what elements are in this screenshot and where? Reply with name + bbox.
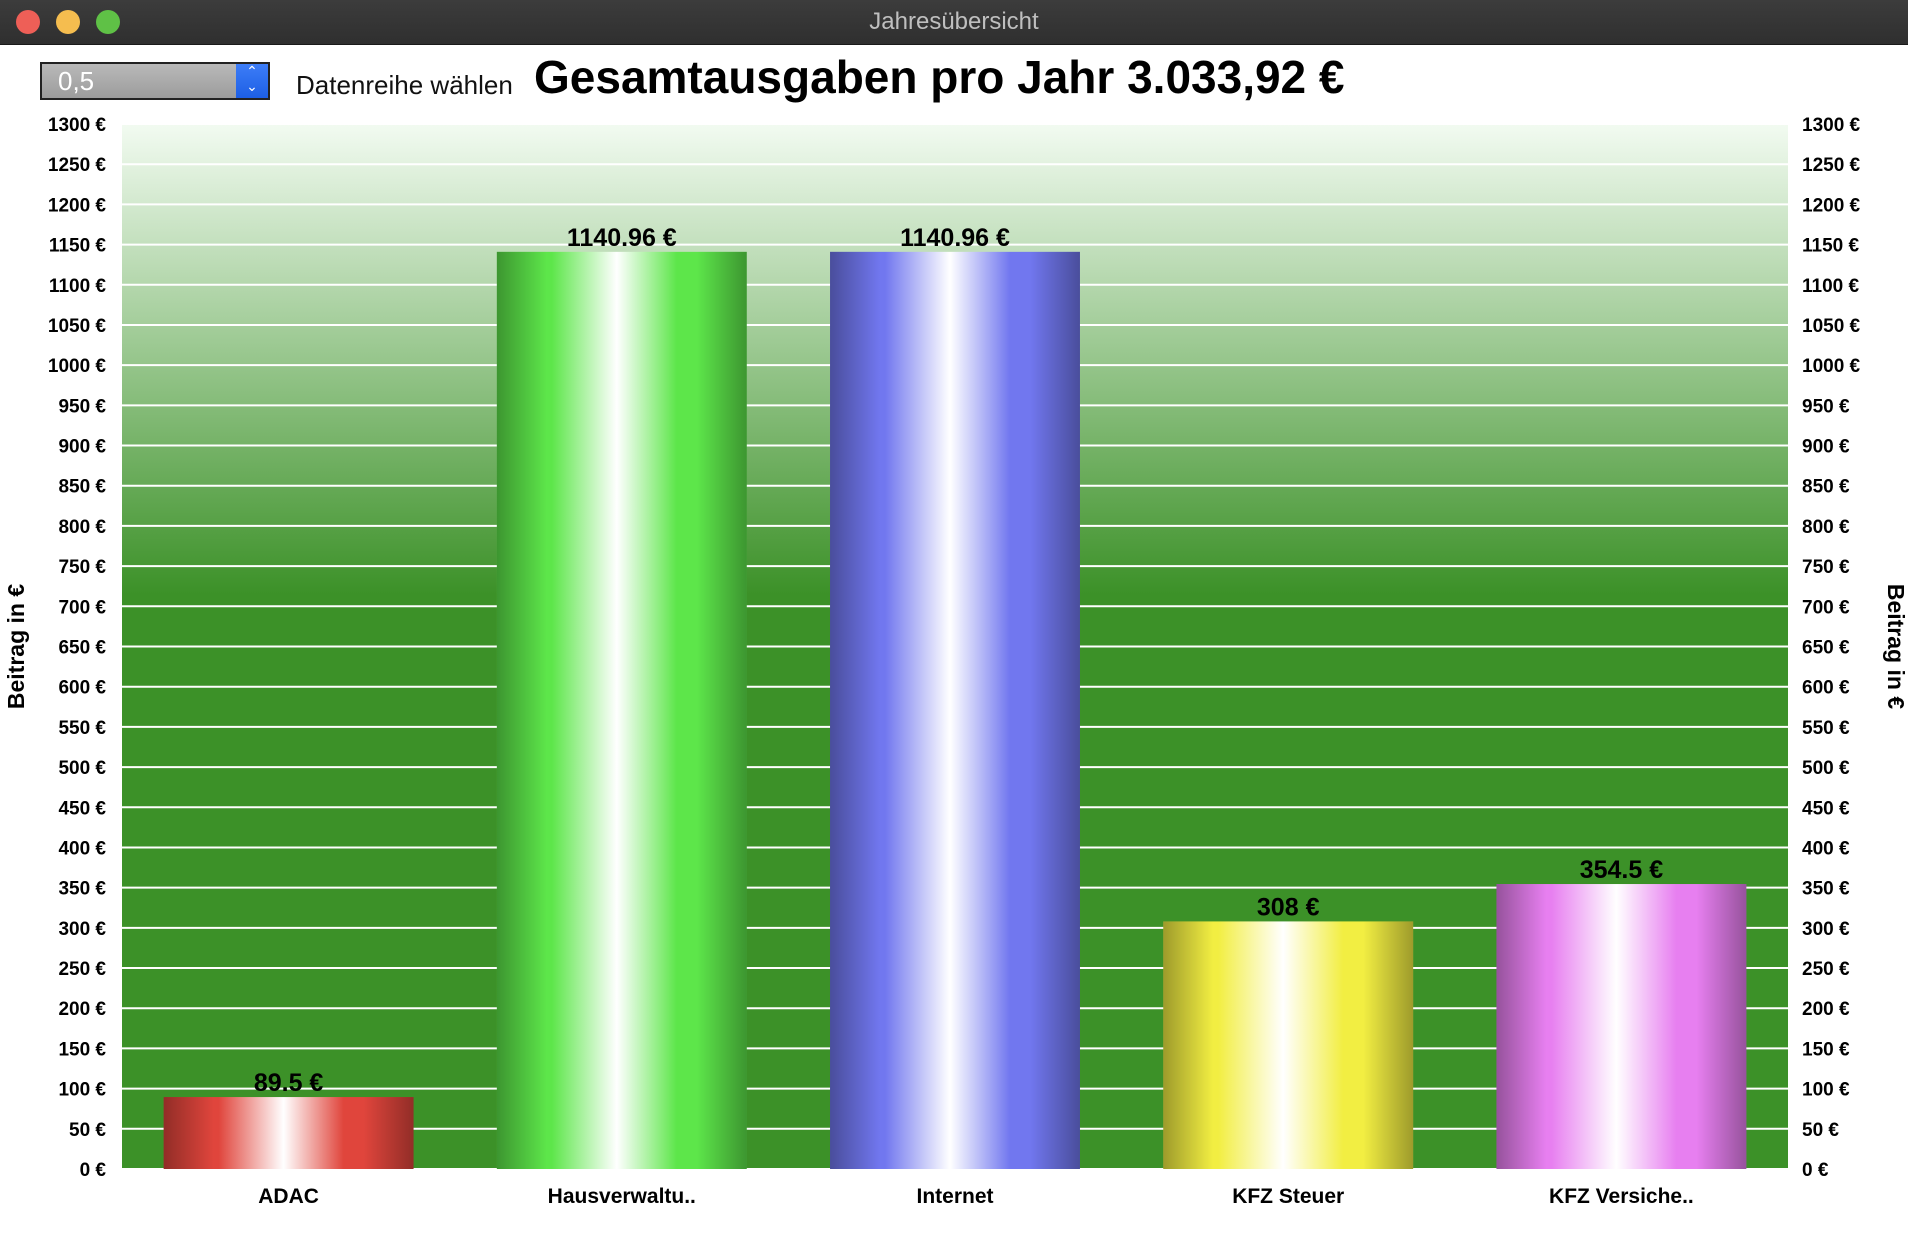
y-tick-label-right: 700 €	[1802, 597, 1850, 618]
toolbar: 0,5 ⌃ ⌄ Datenreihe wählen Gesamtausgaben…	[0, 44, 1908, 114]
y-tick-label-right: 100 €	[1802, 1080, 1850, 1101]
y-tick-label-left: 750 €	[58, 557, 106, 578]
y-tick-label-left: 800 €	[58, 517, 106, 538]
y-tick-label-right: 1300 €	[1802, 115, 1861, 136]
y-tick-label-left: 100 €	[58, 1080, 106, 1101]
y-tick-label-right: 1200 €	[1802, 195, 1861, 216]
y-tick-label-right: 850 €	[1802, 477, 1850, 498]
y-tick-label-left: 700 €	[58, 597, 106, 618]
y-tick-label-left: 400 €	[58, 838, 106, 859]
y-tick-label-left: 600 €	[58, 678, 106, 699]
x-tick-label: KFZ Versiche..	[1549, 1185, 1694, 1208]
x-tick-label: KFZ Steuer	[1232, 1185, 1344, 1208]
y-tick-label-right: 600 €	[1802, 678, 1850, 699]
y-tick-label-left: 950 €	[58, 396, 106, 417]
y-tick-label-right: 0 €	[1802, 1160, 1829, 1181]
y-tick-label-right: 450 €	[1802, 798, 1850, 819]
bar-value-label: 1140.96 €	[900, 224, 1010, 252]
y-tick-label-right: 1000 €	[1802, 356, 1861, 377]
bar-shading	[1496, 884, 1747, 1169]
y-tick-label-left: 900 €	[58, 437, 106, 458]
bar-chart: 0 € 0 € 50 € 50 € 100 € 100 € 150 € 150 € 200 € 2…	[3, 115, 1908, 1208]
y-tick-label-right: 950 €	[1802, 396, 1850, 417]
bar-shading	[163, 1097, 414, 1169]
bar-value-label: 354.5 €	[1580, 856, 1664, 884]
y-tick-label-left: 1000 €	[48, 356, 107, 377]
select-series-label: Datenreihe wählen	[296, 70, 513, 100]
bar-value-label: 308 €	[1257, 893, 1320, 921]
y-tick-label-left: 850 €	[58, 477, 106, 498]
y-tick-label-left: 150 €	[58, 1039, 106, 1060]
bar-shading	[496, 251, 747, 1169]
y-tick-label-left: 0 €	[80, 1160, 107, 1181]
y-tick-label-right: 650 €	[1802, 638, 1850, 659]
y-tick-label-left: 1100 €	[49, 276, 106, 297]
y-tick-label-right: 750 €	[1802, 557, 1850, 578]
y-tick-label-left: 450 €	[58, 798, 106, 819]
minimize-window-button[interactable]	[56, 10, 80, 34]
chevron-down-icon[interactable]: ⌄	[246, 78, 258, 94]
chart-title: Gesamtausgaben pro Jahr 3.033,92 €	[534, 51, 1345, 103]
y-tick-label-left: 200 €	[58, 999, 106, 1020]
y-tick-label-right: 300 €	[1802, 919, 1850, 940]
y-tick-label-right: 800 €	[1802, 517, 1850, 538]
y-tick-label-right: 900 €	[1802, 437, 1850, 458]
x-tick-label: Internet	[916, 1185, 993, 1208]
x-tick-label: Hausverwaltu..	[548, 1185, 696, 1208]
title-bar: Jahresübersicht	[0, 0, 1908, 45]
chevron-up-icon[interactable]: ⌃	[246, 63, 258, 79]
y-tick-label-right: 1050 €	[1802, 316, 1861, 337]
y-tick-label-right: 150 €	[1802, 1039, 1850, 1060]
y-tick-label-left: 550 €	[58, 718, 106, 739]
y-tick-label-right: 50 €	[1802, 1120, 1839, 1141]
bar-value-label: 89.5 €	[254, 1069, 324, 1097]
y-tick-label-right: 500 €	[1802, 758, 1850, 779]
y-tick-label-left: 50 €	[69, 1120, 106, 1141]
y-tick-label-left: 650 €	[58, 638, 106, 659]
stepper-arrows[interactable]: ⌃ ⌄	[236, 64, 268, 98]
y-tick-label-right: 1150 €	[1802, 236, 1859, 257]
y-tick-label-left: 350 €	[58, 879, 106, 900]
bar-width-stepper[interactable]: 0,5 ⌃ ⌄	[40, 62, 270, 100]
y-tick-label-left: 1300 €	[48, 115, 107, 136]
y-tick-label-left: 300 €	[58, 919, 106, 940]
y-tick-label-right: 250 €	[1802, 959, 1850, 980]
y-tick-label-left: 1250 €	[48, 155, 107, 176]
y-tick-label-left: 1200 €	[48, 195, 107, 216]
y-axis-title-left: Beitrag in €	[3, 584, 29, 709]
y-tick-label-left: 250 €	[58, 959, 106, 980]
y-tick-label-right: 200 €	[1802, 999, 1850, 1020]
y-tick-label-left: 1050 €	[48, 316, 107, 337]
x-tick-label: ADAC	[258, 1185, 319, 1208]
window-title: Jahresübersicht	[869, 8, 1039, 35]
y-tick-label-right: 1250 €	[1802, 155, 1861, 176]
bar-shading	[830, 251, 1080, 1169]
y-tick-label-right: 350 €	[1802, 879, 1850, 900]
zoom-window-button[interactable]	[96, 10, 120, 34]
y-tick-label-right: 400 €	[1802, 838, 1850, 859]
y-tick-label-left: 500 €	[58, 758, 106, 779]
y-axis-title-right: Beitrag in €	[1883, 584, 1908, 709]
y-tick-label-right: 1100 €	[1802, 276, 1859, 297]
y-tick-label-left: 1150 €	[49, 236, 106, 257]
bar-shading	[1163, 921, 1414, 1169]
stepper-value[interactable]: 0,5	[58, 66, 95, 96]
bar-value-label: 1140.96 €	[567, 224, 677, 252]
y-tick-label-right: 550 €	[1802, 718, 1850, 739]
close-window-button[interactable]	[16, 10, 40, 34]
